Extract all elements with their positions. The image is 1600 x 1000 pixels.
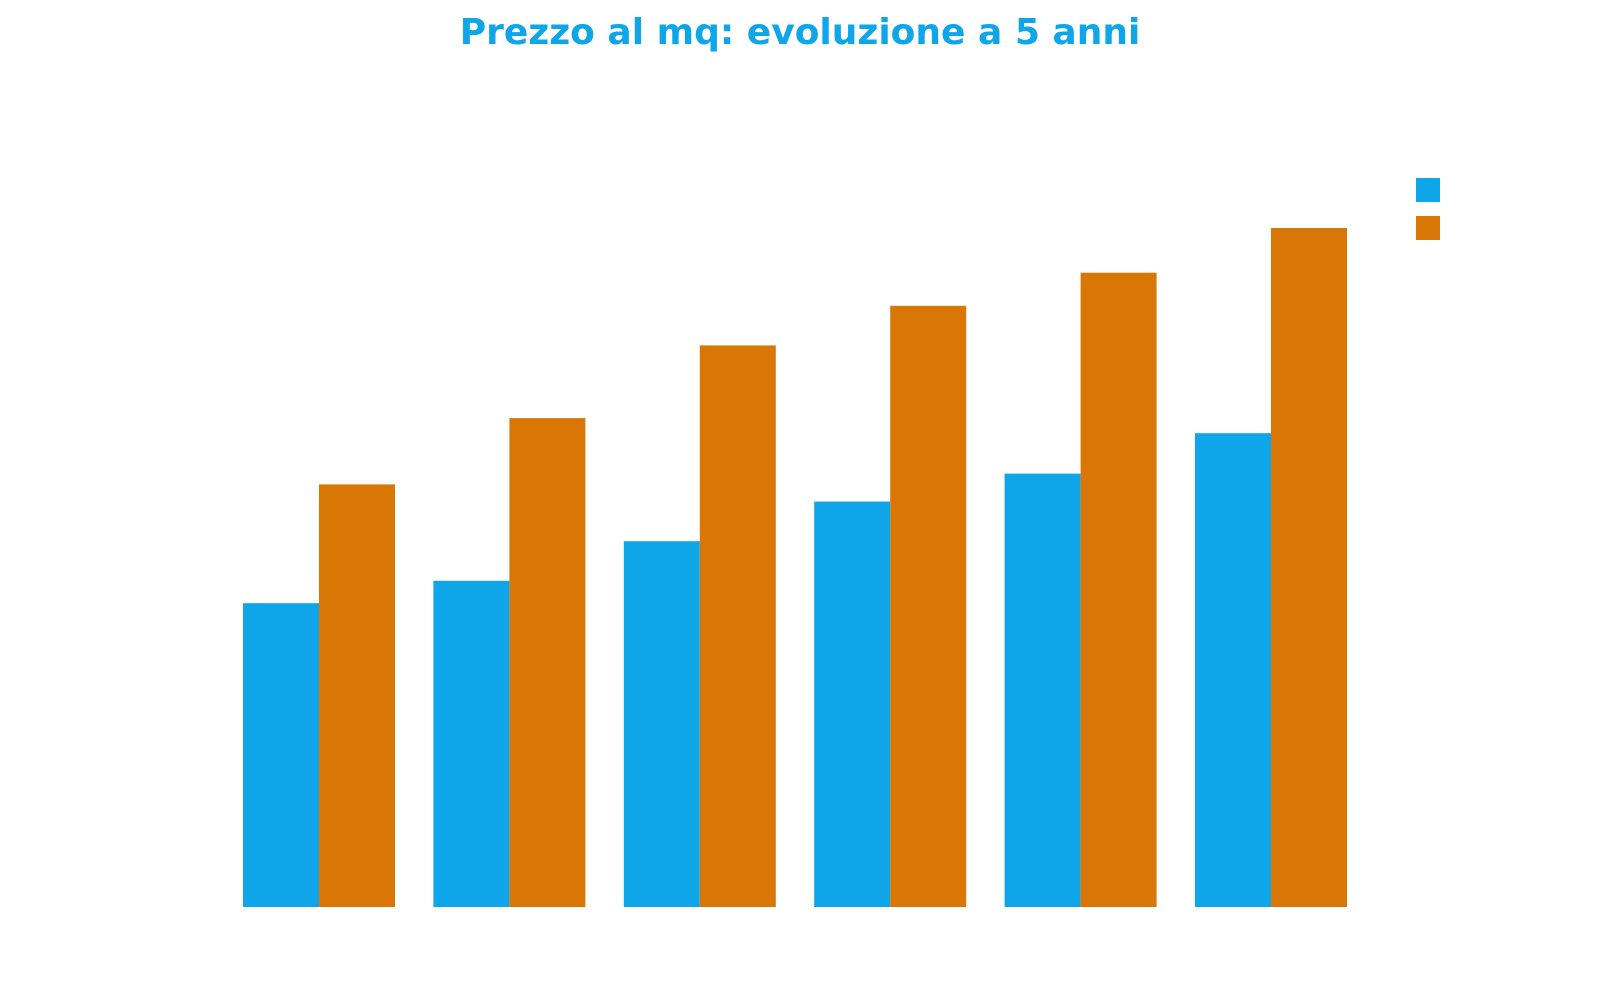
bar-series-1-group-5 [1004,473,1081,907]
bar-series-1-group-3 [623,541,700,907]
chart-title: Prezzo al mq: evoluzione a 5 anni [459,12,1141,53]
bar-series-1-group-2 [433,580,510,907]
bar-series-2-group-5 [1080,272,1157,907]
bar-series-2-group-1 [319,484,395,907]
bar-series-1-group-1 [243,603,319,907]
bar-series-2-group-6 [1271,228,1347,907]
legend [1416,178,1440,240]
bars-group [243,228,1347,907]
bar-series-1-group-6 [1195,433,1271,907]
bar-series-1-group-4 [814,501,891,907]
bar-series-2-group-3 [699,345,776,907]
bar-series-2-group-4 [890,305,967,907]
legend-swatch-1 [1416,178,1440,202]
legend-swatch-2 [1416,216,1440,240]
bar-series-2-group-2 [509,418,586,907]
